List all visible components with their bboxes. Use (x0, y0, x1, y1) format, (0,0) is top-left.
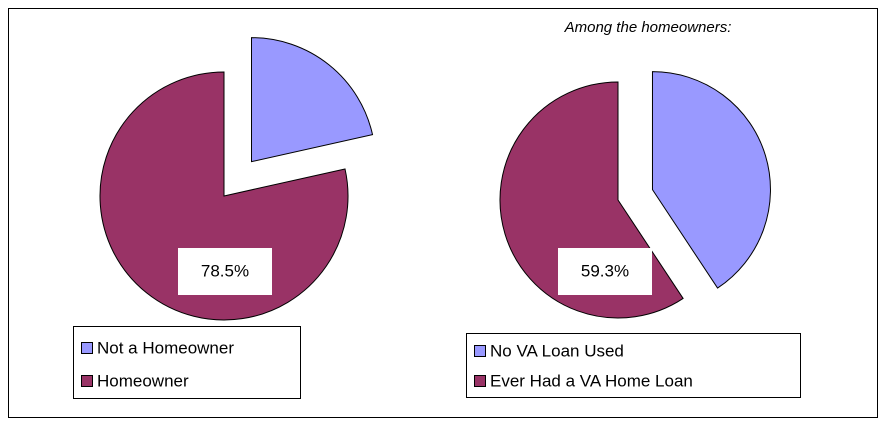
legend-label: Ever Had a VA Home Loan (490, 371, 693, 390)
legend-label: Homeowner (97, 371, 189, 390)
pie-slice (251, 37, 374, 163)
value-label-box (558, 248, 652, 295)
legend-swatch (81, 342, 93, 354)
pie-slice (651, 71, 771, 289)
legend-swatch (474, 375, 486, 387)
value-label: 78.5% (201, 261, 249, 280)
value-label: 59.3% (581, 261, 629, 280)
legend-label: Not a Homeowner (97, 338, 234, 357)
legend (466, 333, 801, 398)
legend-swatch (81, 375, 93, 387)
legend (73, 326, 301, 399)
value-label-box (178, 248, 272, 295)
subtitle: Among the homeowners: (564, 19, 732, 36)
legend-swatch (474, 345, 486, 357)
legend-label: No VA Loan Used (490, 341, 624, 360)
pie-slice (99, 71, 349, 321)
